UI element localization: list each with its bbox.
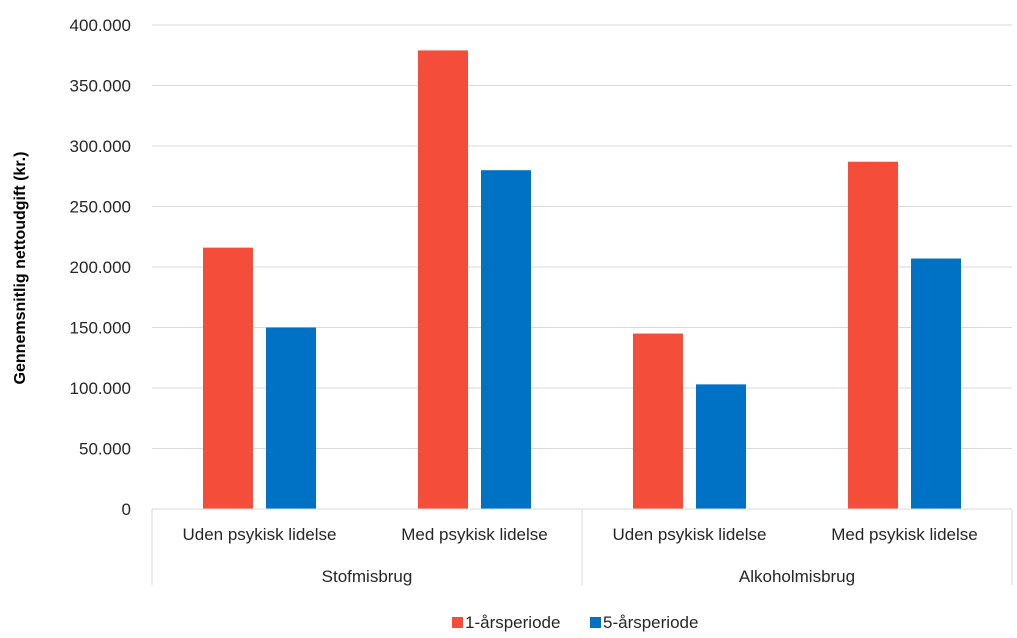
bars <box>203 50 961 510</box>
x-group-label: Stofmisbrug <box>322 567 413 586</box>
bar-series-1 <box>203 247 253 509</box>
bar-series-1 <box>848 161 898 510</box>
y-tick-label: 100.000 <box>70 379 131 398</box>
y-axis-ticks: 0 50.000 100.000 150.000 200.000 250.000 300.0… <box>70 16 131 519</box>
x-category-label: Med psykisk lidelse <box>831 525 977 544</box>
y-tick-label: 350.000 <box>70 77 131 96</box>
y-tick-label: 200.000 <box>70 258 131 277</box>
x-category-label: Med psykisk lidelse <box>401 525 547 544</box>
legend-swatch <box>452 617 463 628</box>
legend-label: 1-årsperiode <box>465 613 560 632</box>
x-category-label: Uden psykisk lidelse <box>612 525 766 544</box>
bar-series-1 <box>418 50 468 509</box>
bar-series-1 <box>633 333 683 509</box>
y-tick-label: 0 <box>122 500 131 519</box>
bar-series-2 <box>481 170 531 509</box>
bar-series-2 <box>911 258 961 509</box>
y-tick-label: 250.000 <box>70 198 131 217</box>
legend-label: 5-årsperiode <box>603 613 698 632</box>
y-tick-label: 300.000 <box>70 137 131 156</box>
legend-swatch <box>590 617 601 628</box>
x-group-label: Alkoholmisbrug <box>739 567 855 586</box>
bar-series-2 <box>696 384 746 509</box>
y-tick-label: 400.000 <box>70 16 131 35</box>
y-tick-label: 50.000 <box>79 440 131 459</box>
y-axis-label: Gennemsnitlig nettoudgift (kr.) <box>12 152 29 385</box>
x-axis: Uden psykisk lidelse Med psykisk lidelse S… <box>151 508 1013 586</box>
x-category-label: Uden psykisk lidelse <box>182 525 336 544</box>
bar-series-2 <box>266 327 316 509</box>
y-tick-label: 150.000 <box>70 319 131 338</box>
legend: 1-årsperiode 5-årsperiode <box>452 613 698 632</box>
